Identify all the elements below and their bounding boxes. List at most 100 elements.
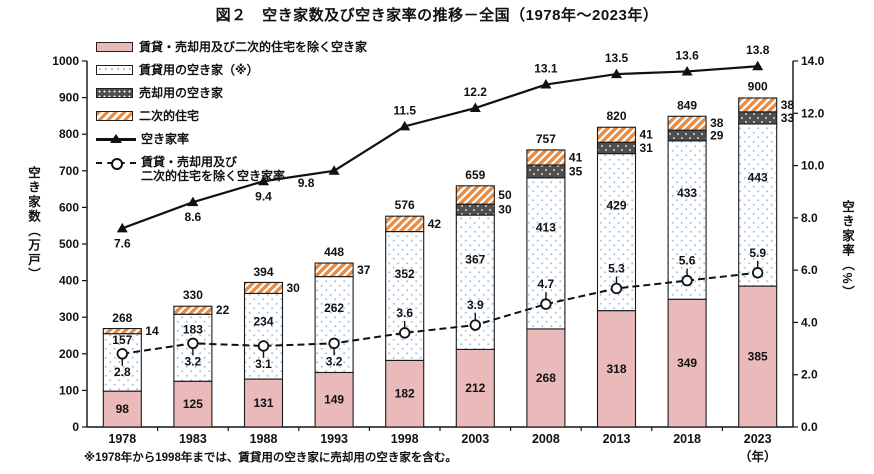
bar-segment [526,164,566,179]
rate-point-label: 11.5 [393,103,416,117]
bar-segment-label: 125 [183,397,203,411]
circle-marker [399,327,411,339]
dotted-dark-bar-swatch-icon [96,88,133,98]
bar-segment [173,305,213,315]
bar-segment-label: 234 [253,315,273,329]
right-tick-label: 10.0 [801,159,825,173]
bar-segment-label: 182 [395,387,415,401]
x-tick-label: 1978 [108,432,136,446]
bar-segment-label: 212 [465,381,485,395]
rate-point-label: 8.6 [185,210,202,224]
x-tick-label: 2018 [673,432,701,446]
footnote: ※1978年から1998年までは、賃貸用の空き家に売却用の空き家を含む。 [84,452,457,464]
bar-segment [102,390,142,428]
legend-label: 賃貸用の空き家（※） [139,63,259,77]
bar-segment-side-label: 41 [640,128,654,142]
rate-point-label: 3.2 [185,354,202,368]
bar-segment-side-label: 35 [569,164,583,178]
left-tick-label: 100 [59,383,79,397]
rate-point-label: 13.6 [675,48,699,62]
right-tick-label: 2.0 [801,368,818,382]
bar-segment-side-label: 41 [569,150,583,164]
left-tick-label: 800 [59,127,79,141]
bar-segment-side-label: 14 [145,324,159,338]
x-tick-label: 1988 [250,432,278,446]
bar-segment [596,141,637,155]
left-tick-label: 600 [59,200,79,214]
left-tick-label: 500 [59,237,79,251]
bar-total-label: 330 [183,288,203,302]
striped-orange-bar-swatch-icon [96,111,133,121]
bar-segment-label: 318 [606,362,626,376]
bar-segment-label: 352 [395,267,415,281]
bar-segment-label: 157 [112,333,132,347]
bar-segment [738,111,778,125]
x-tick-label: 1983 [179,432,207,446]
bar-segment-side-label: 31 [640,141,654,155]
legend-item-rental-vacant: 賃貸用の空き家（※） [96,63,367,77]
circle-marker [610,282,623,295]
bar-segment-side-label: 42 [428,217,442,231]
bar-segment-label: 262 [324,301,344,315]
bar-segment [667,115,707,131]
bar-segment-label: 385 [748,350,768,364]
bar-segment [667,298,707,428]
bar-segment [455,185,495,205]
bar-segment-side-label: 50 [498,188,512,202]
chart-legend: 賃貸・売却用及び二次的住宅を除く空き家 賃貸用の空き家（※） 売却用の空き家 二… [96,40,367,192]
rate-point-label: 2.8 [114,365,131,379]
right-tick-label: 12.0 [801,106,825,120]
rate-point-label: 5.6 [679,254,696,268]
x-tick-label: 2013 [603,432,631,446]
left-tick-label: 0 [72,420,79,434]
bar-total-label: 757 [536,132,556,146]
rate-point-label: 13.1 [534,62,558,76]
triangle-marker [681,65,693,76]
bar-segment-side-label: 38 [781,98,795,112]
bar-segment-side-label: 22 [216,303,230,317]
triangle-marker [752,60,764,71]
chart-title: 図２ 空き家数及び空き家率の推移－全国（1978年～2023年） [215,7,659,24]
bar-segment-label: 268 [536,371,556,385]
bar-segment [455,203,495,216]
bar-segment-label: 98 [116,402,130,416]
triangle-marker [328,165,340,175]
legend-label: 売却用の空き家 [139,86,224,100]
circle-marker [469,319,482,331]
bar-segment-label: 433 [677,186,697,200]
legend-item-excl-vacancy-rate: 賃貸・売却用及び 二次的住宅を除く空き家率 [96,155,367,183]
bar-total-label: 849 [677,98,697,112]
bar-segment [385,231,425,361]
bar-segment-label: 443 [748,170,768,184]
bar-segment [667,129,707,142]
solid-line-triangle-icon [96,133,136,145]
legend-item-excl-vacant: 賃貸・売却用及び二次的住宅を除く空き家 [96,40,367,54]
left-tick-label: 400 [59,274,79,288]
bar-segment [314,371,354,428]
circle-marker [257,340,270,352]
rate-point-label: 3.9 [467,298,484,312]
triangle-marker [258,175,269,186]
rate-point-label: 5.9 [749,246,766,260]
bar-total-label: 659 [465,168,485,182]
rate-point-label: 3.6 [396,306,413,320]
triangle-marker [116,222,128,233]
triangle-marker [469,102,481,113]
rate-point-label: 4.7 [538,277,555,291]
bar-segment-label: 413 [536,221,556,235]
bar-segment [385,215,425,233]
left-tick-label: 300 [59,310,79,324]
dashed-line-circle-icon [96,157,136,170]
legend-item-vacancy-rate: 空き家率 [96,132,367,146]
legend-label: 空き家率 [141,132,190,146]
right-axis-title: 空き家率（%） [840,200,854,301]
rate-point-label: 3.1 [255,357,272,371]
rate-point-label: 9.4 [255,189,272,203]
x-tick-label: 2003 [461,432,489,446]
bar-segment-label: 183 [183,322,203,336]
bar-total-label: 576 [395,198,415,212]
circle-marker [187,337,199,350]
rate-point-label: 9.8 [298,176,315,190]
